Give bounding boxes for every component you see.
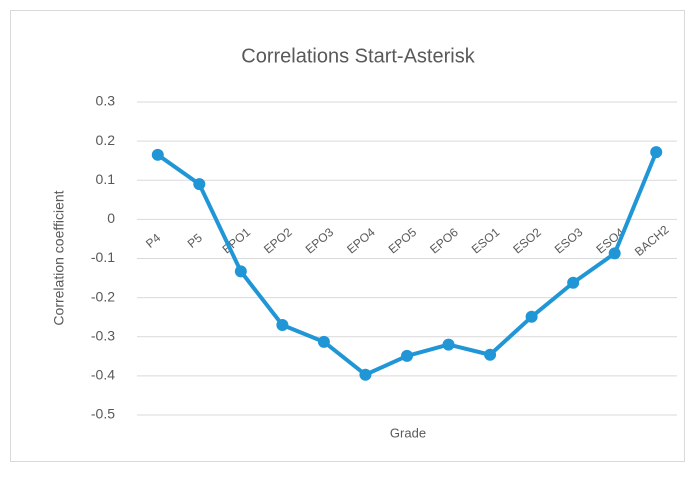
data-point	[484, 348, 497, 361]
data-point	[442, 338, 455, 351]
data-point	[650, 146, 663, 159]
data-point	[525, 310, 538, 323]
y-tick-label: 0.1	[96, 171, 116, 187]
y-tick-label: 0	[107, 210, 115, 226]
y-tick-label: -0.1	[91, 249, 115, 265]
y-tick-label: -0.3	[91, 327, 115, 343]
data-point	[317, 335, 330, 348]
data-point	[234, 265, 247, 278]
data-point	[193, 178, 206, 191]
y-tick-label: -0.4	[91, 367, 115, 383]
y-tick-label: 0.2	[96, 132, 116, 148]
data-point	[151, 148, 164, 161]
y-tick-label: 0.3	[96, 93, 116, 109]
chart-title: Correlations Start-Asterisk	[241, 45, 475, 67]
data-point	[359, 368, 372, 381]
y-tick-label: -0.2	[91, 288, 115, 304]
data-point	[401, 349, 413, 362]
data-point	[567, 276, 580, 289]
data-point	[276, 319, 289, 332]
y-tick-label: -0.5	[91, 406, 115, 422]
y-axis-label: Correlation coefficient	[51, 190, 67, 325]
data-point	[608, 247, 621, 260]
x-axis-label: Grade	[390, 425, 426, 440]
chart-border	[10, 10, 685, 462]
